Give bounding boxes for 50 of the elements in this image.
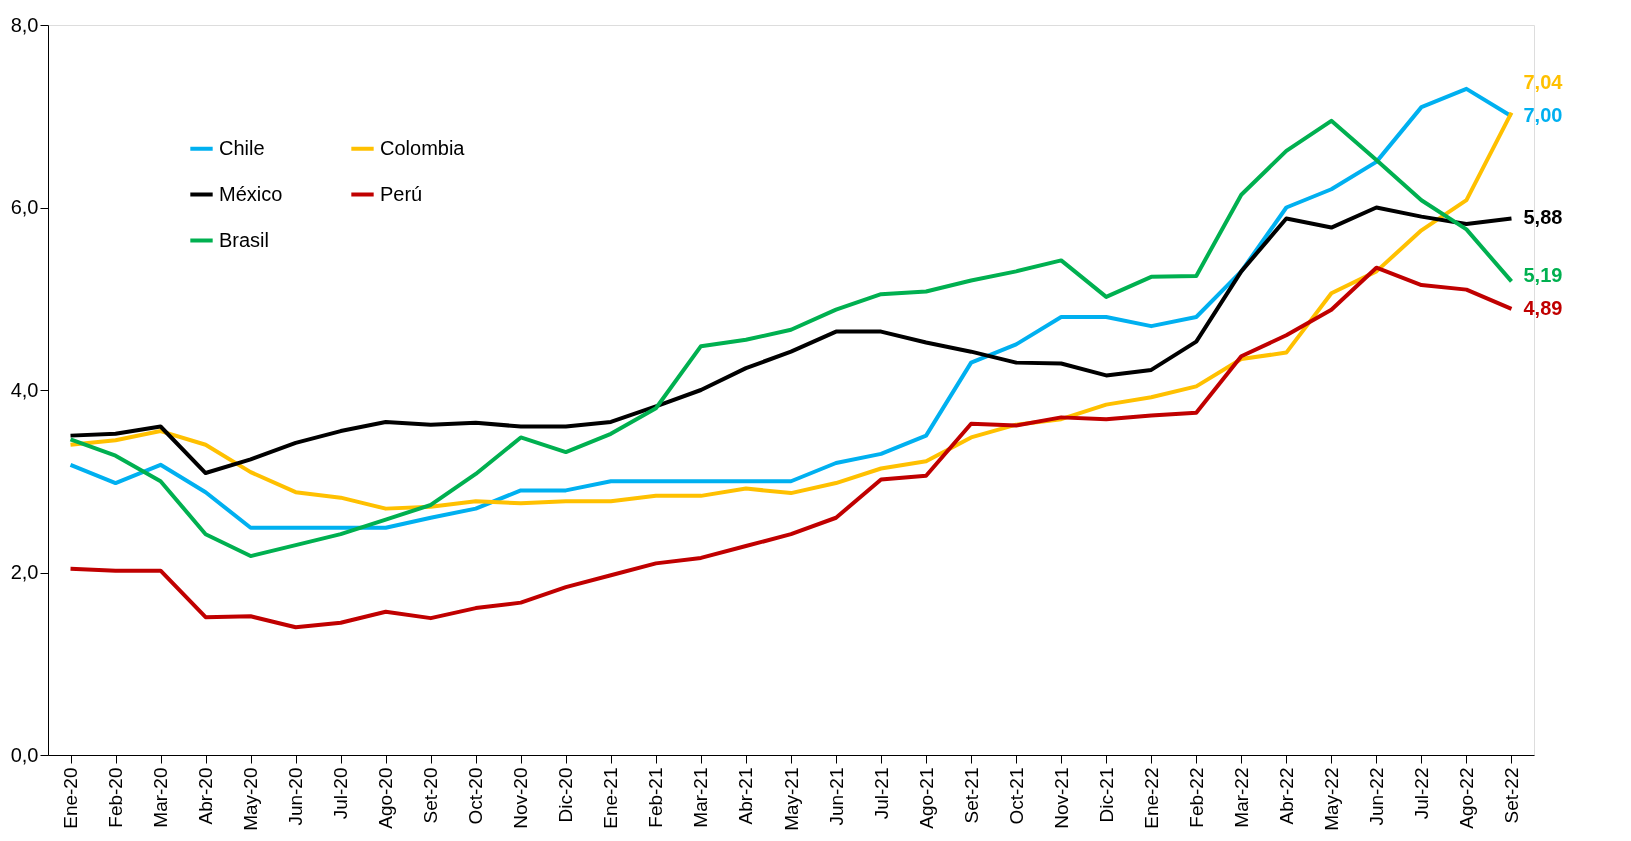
x-tick-label: Dic-20 bbox=[555, 767, 577, 823]
line-series bbox=[68, 205, 1514, 476]
x-tick-label: Abr-20 bbox=[195, 767, 217, 825]
x-tick-label: Mar-22 bbox=[1230, 767, 1252, 828]
data-label: 4,89 bbox=[1523, 296, 1563, 319]
line-series bbox=[68, 265, 1514, 630]
x-tick-label: Set-21 bbox=[960, 767, 982, 824]
x-tick-label: Nov-20 bbox=[510, 767, 532, 829]
x-tick-label: Dic-21 bbox=[1095, 767, 1117, 823]
x-tick-label: Oct-21 bbox=[1005, 767, 1027, 825]
x-tick-label: Ene-21 bbox=[600, 767, 622, 829]
x-tick-label: Feb-22 bbox=[1185, 767, 1207, 828]
x-tick-label: Ene-20 bbox=[60, 767, 82, 829]
x-tick-label: Mar-21 bbox=[690, 767, 712, 828]
data-label: 7,00 bbox=[1523, 104, 1563, 127]
x-tick-label: Feb-21 bbox=[645, 767, 667, 828]
x-tick-label: Jun-21 bbox=[825, 767, 847, 826]
x-tick-label: Jul-21 bbox=[870, 767, 892, 820]
x-tick-label: Jun-20 bbox=[285, 767, 307, 826]
x-tick-label: Set-20 bbox=[420, 767, 442, 824]
legend-label: Brasil bbox=[219, 228, 270, 251]
x-tick-label: Ene-22 bbox=[1140, 767, 1162, 829]
x-tick-label: May-20 bbox=[240, 767, 262, 831]
x-tick-label: May-22 bbox=[1320, 767, 1342, 831]
x-tick-label: Feb-20 bbox=[105, 767, 127, 828]
x-tick-label: Oct-20 bbox=[465, 767, 487, 825]
legend-label: Perú bbox=[380, 182, 423, 205]
legend-label: Chile bbox=[219, 136, 265, 159]
x-tick-label: Ago-20 bbox=[375, 767, 397, 829]
x-tick-label: Nov-21 bbox=[1050, 767, 1072, 829]
y-tick-label: 8,0 bbox=[10, 13, 39, 36]
data-label: 5,88 bbox=[1523, 206, 1563, 229]
y-tick-label: 6,0 bbox=[10, 196, 39, 218]
y-tick-label: 0,0 bbox=[10, 743, 39, 766]
data-label: 5,19 bbox=[1523, 263, 1563, 286]
x-tick-label: Mar-20 bbox=[150, 767, 172, 828]
x-tick-label: Abr-21 bbox=[735, 767, 757, 825]
x-tick-label: Jun-22 bbox=[1365, 767, 1387, 826]
y-tick-label: 4,0 bbox=[10, 378, 39, 401]
x-tick-label: Set-22 bbox=[1500, 767, 1522, 824]
x-tick-label: Jul-20 bbox=[330, 767, 352, 820]
y-tick-label: 2,0 bbox=[10, 561, 39, 583]
x-tick-label: Ago-21 bbox=[915, 767, 937, 829]
data-label: 7,04 bbox=[1523, 71, 1564, 94]
x-tick-label: Ago-22 bbox=[1455, 767, 1477, 829]
x-tick-label: May-21 bbox=[780, 767, 802, 831]
legend-label: Colombia bbox=[380, 136, 466, 159]
x-tick-label: Jul-22 bbox=[1410, 767, 1432, 820]
legend-label: México bbox=[219, 182, 283, 205]
x-tick-label: Abr-22 bbox=[1275, 767, 1297, 825]
